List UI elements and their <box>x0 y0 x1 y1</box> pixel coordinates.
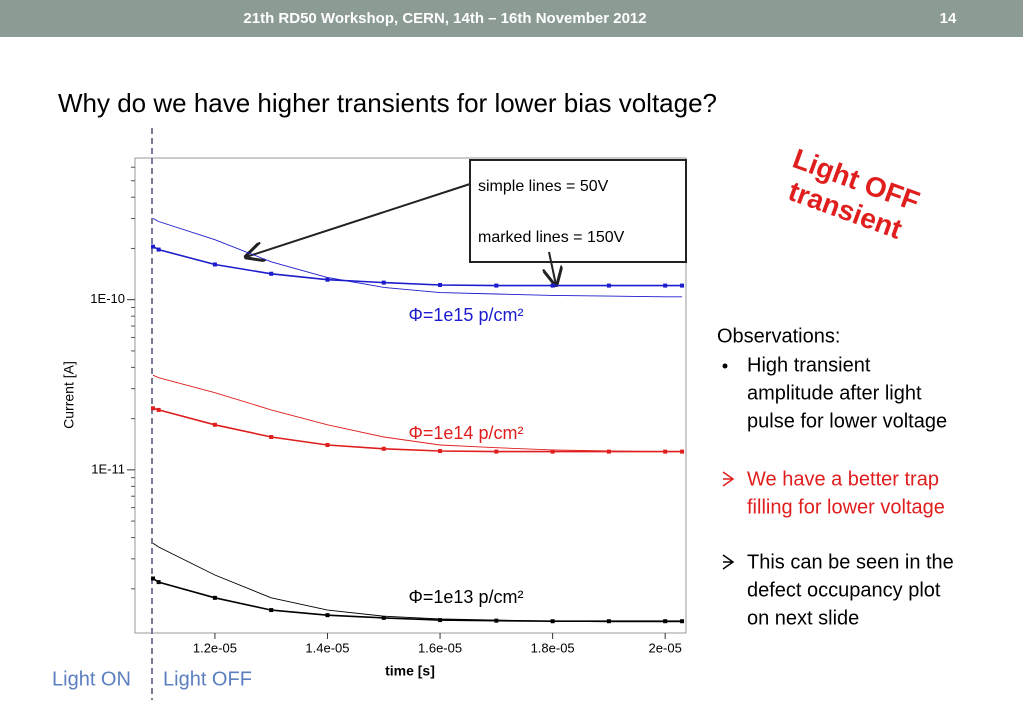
x-axis-label: time [s] <box>385 663 435 679</box>
observation-line: High transient <box>747 354 871 376</box>
marker <box>151 576 156 581</box>
marker <box>663 283 668 288</box>
marker <box>438 282 443 287</box>
stamp: Light OFF transient <box>784 143 923 245</box>
x-tick-label: 1.4e-05 <box>305 640 349 655</box>
marker <box>156 580 161 585</box>
observation-line: This can be seen in the <box>747 551 954 573</box>
arrow <box>246 183 471 257</box>
marker <box>269 434 274 439</box>
marker <box>381 446 386 451</box>
marker <box>550 283 555 288</box>
light-label: Light OFF <box>163 668 252 690</box>
light-label: Light ON <box>52 668 131 690</box>
x-tick-label: 1.6e-05 <box>418 640 462 655</box>
header-text: 21th RD50 Workshop, CERN, 14th – 16th No… <box>243 10 646 27</box>
marker <box>663 619 668 624</box>
marker <box>381 280 386 285</box>
marker <box>325 277 330 282</box>
bullet <box>722 363 728 369</box>
legend-text: marked lines = 150V <box>478 229 625 246</box>
marker <box>269 271 274 276</box>
fluence-label: Φ=1e14 p/cm² <box>409 423 524 443</box>
plot-frame <box>134 157 687 634</box>
marker <box>606 619 611 624</box>
series-line <box>152 245 683 287</box>
observation-line: We have a better trap <box>747 468 939 490</box>
bullet <box>722 471 735 487</box>
marker <box>438 618 443 623</box>
observation-line: defect occupancy plot <box>747 579 941 601</box>
y-tick-label: 1E-10 <box>90 291 125 306</box>
marker <box>325 613 330 618</box>
marker <box>680 619 685 624</box>
marker <box>212 595 217 600</box>
fluence-label: Φ=1e15 p/cm² <box>409 305 524 325</box>
marker <box>663 449 668 454</box>
marker <box>494 449 499 454</box>
observation-line: pulse for lower voltage <box>747 410 947 432</box>
x-tick-label: 1.8e-05 <box>531 640 575 655</box>
legend-text: simple lines = 50V <box>478 178 609 195</box>
header-bar <box>0 0 1023 37</box>
observation-line: amplitude after light <box>747 382 922 404</box>
legend-box <box>469 159 687 263</box>
marker <box>606 283 611 288</box>
series-line <box>152 218 683 298</box>
observations-heading: Observations: <box>717 325 840 347</box>
marker <box>325 442 330 447</box>
marker <box>494 283 499 288</box>
marker <box>156 247 161 252</box>
marker <box>151 244 156 249</box>
marker <box>381 615 386 620</box>
series-line <box>152 542 683 623</box>
x-tick-label: 2e-05 <box>649 640 682 655</box>
bullet <box>722 554 735 570</box>
marker <box>680 283 685 288</box>
series-line <box>152 407 683 453</box>
observation-line: filling for lower voltage <box>747 496 945 518</box>
marker <box>606 449 611 454</box>
fluence-label: Φ=1e13 p/cm² <box>409 587 524 607</box>
marker <box>156 407 161 412</box>
observation-line: on next slide <box>747 607 859 629</box>
y-axis-label: Current [A] <box>61 361 77 429</box>
slide-title: Why do we have higher transients for low… <box>58 88 717 118</box>
marker <box>550 449 555 454</box>
marker <box>438 449 443 454</box>
marker <box>212 422 217 427</box>
marker <box>494 618 499 623</box>
arrow <box>549 251 556 285</box>
series-line <box>152 577 683 622</box>
page-number: 14 <box>940 10 957 27</box>
marker <box>269 608 274 613</box>
y-tick-label: 1E-11 <box>91 461 125 476</box>
x-tick-label: 1.2e-05 <box>193 640 237 655</box>
marker <box>151 406 156 411</box>
marker <box>550 619 555 624</box>
marker <box>680 449 685 454</box>
marker <box>212 262 217 267</box>
